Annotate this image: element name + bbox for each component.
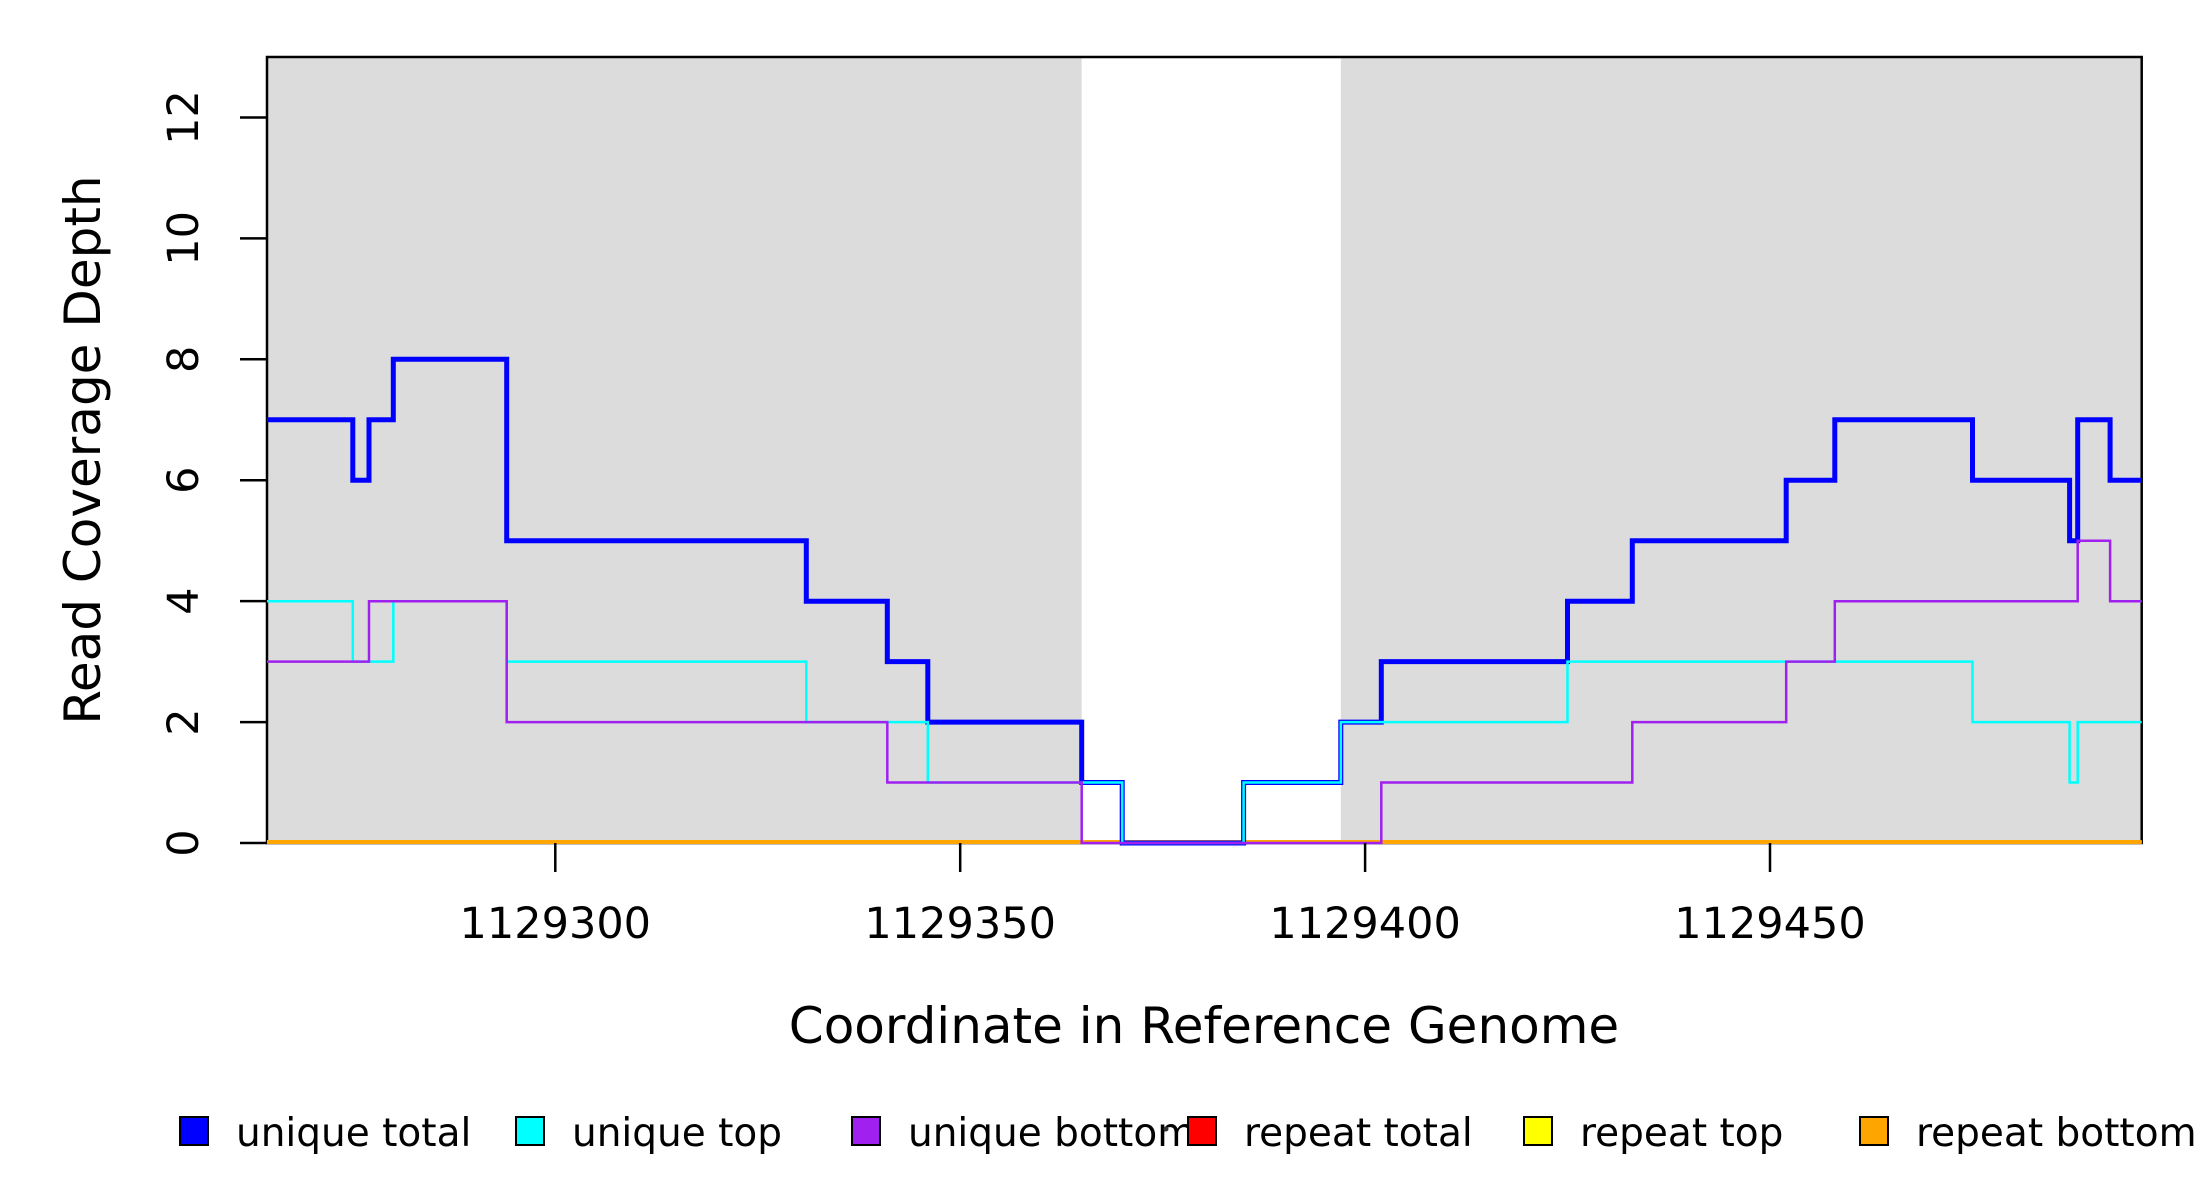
legend: unique total unique top unique bottom repea…: [179, 1111, 2197, 1156]
legend-label: repeat bottom: [1916, 1111, 2197, 1156]
y-tick-label: 4: [159, 587, 209, 614]
x-tick-label: 1129450: [1674, 899, 1866, 949]
legend-item-repeat-bottom: repeat bottom: [1859, 1111, 2197, 1156]
shaded-regions-layer: [267, 57, 2142, 843]
legend-item-unique-top: unique top: [515, 1111, 782, 1156]
legend-item-unique-total: unique total: [179, 1111, 471, 1156]
y-axis-title: Read Coverage Depth: [54, 175, 112, 724]
series-line-unique-bottom: [267, 539, 2142, 845]
legend-item-unique-bottom: unique bottom: [851, 1111, 1195, 1156]
shaded-region: [1340, 57, 2142, 843]
legend-item-repeat-top: repeat top: [1523, 1111, 1783, 1156]
axes-ticks-layer: 1129300 1129350 1129400 1129450 0 2 4 6 8 10 12: [159, 90, 1866, 949]
legend-swatch: [1523, 1116, 1553, 1146]
legend-swatch: [851, 1116, 881, 1146]
y-tick-label: 8: [159, 346, 209, 373]
x-tick-label: 1129400: [1269, 899, 1461, 949]
x-axis-title: Coordinate in Reference Genome: [789, 997, 1619, 1055]
legend-label: unique top: [572, 1111, 782, 1156]
legend-label: repeat top: [1580, 1111, 1783, 1156]
legend-swatch: [179, 1116, 209, 1146]
legend-item-repeat-total: repeat total: [1187, 1111, 1473, 1156]
legend-swatch: [1859, 1116, 1889, 1146]
series-lines-layer: [267, 356, 2142, 846]
legend-label: unique total: [236, 1111, 471, 1156]
shaded-region: [267, 57, 1082, 843]
legend-label: unique bottom: [908, 1111, 1195, 1156]
y-tick-label: 2: [159, 708, 209, 735]
x-tick-label: 1129300: [460, 899, 652, 949]
y-tick-label: 10: [159, 211, 209, 266]
legend-label: repeat total: [1244, 1111, 1473, 1156]
legend-swatch: [1187, 1116, 1217, 1146]
stray-dot: [1163, 1126, 1169, 1132]
y-tick-label: 0: [159, 829, 209, 856]
y-tick-label: 12: [159, 90, 209, 145]
legend-swatch: [515, 1116, 545, 1146]
x-tick-label: 1129350: [864, 899, 1056, 949]
y-tick-label: 6: [159, 467, 209, 494]
